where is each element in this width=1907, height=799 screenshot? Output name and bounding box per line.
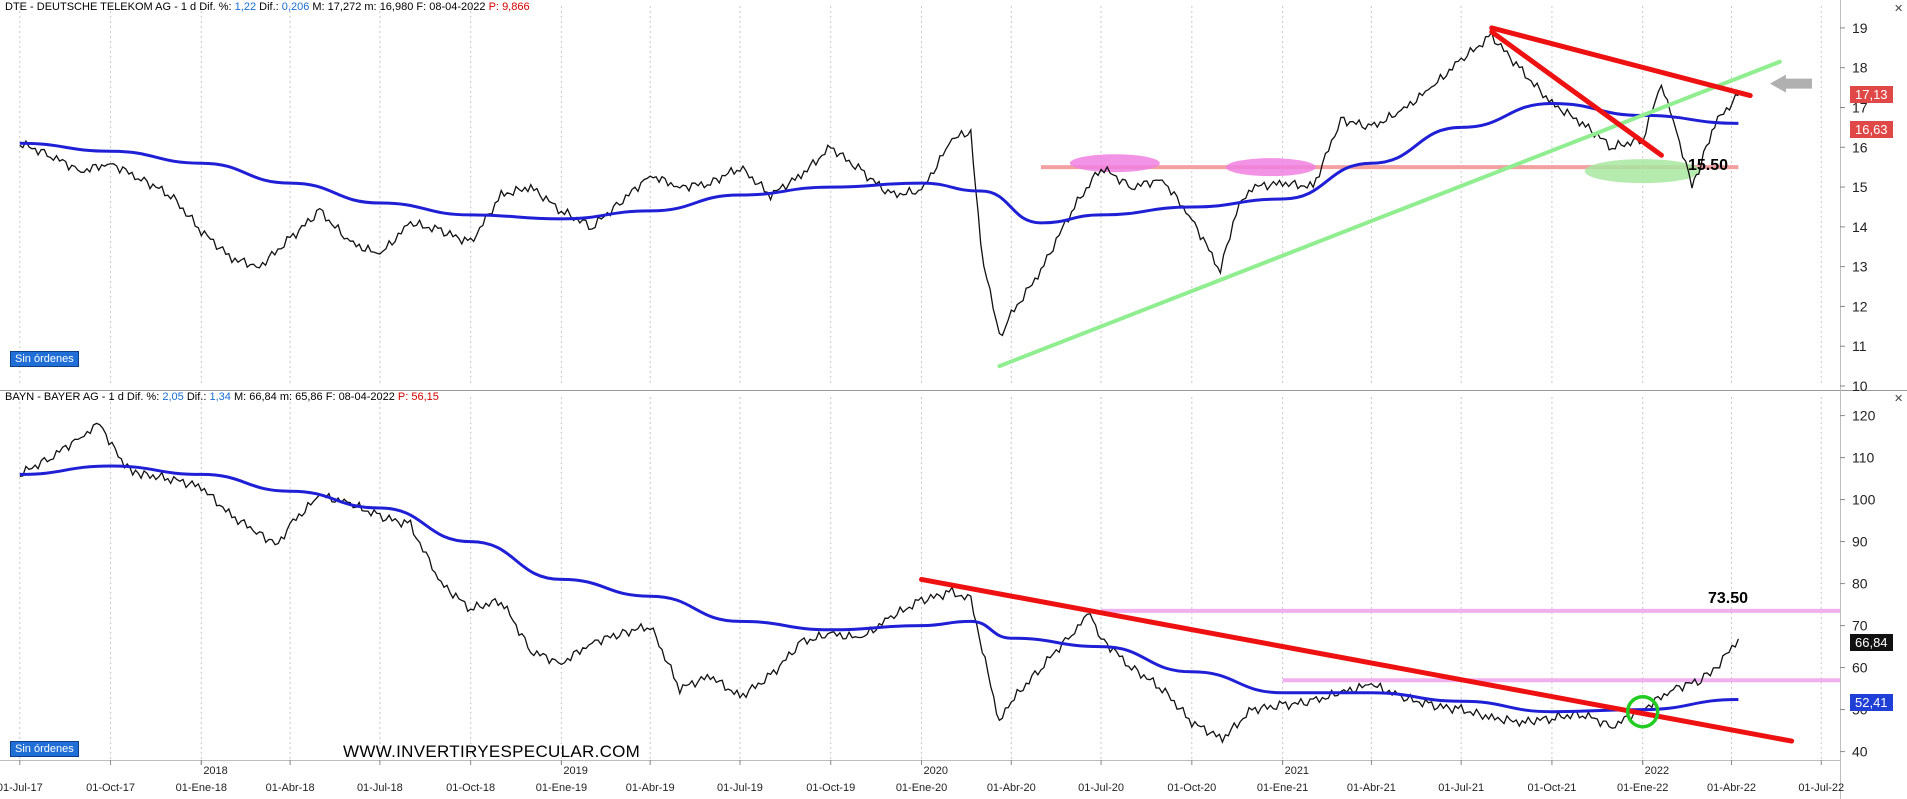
panel-2-orders-badge[interactable]: Sin órdenes xyxy=(10,741,79,757)
time-tick-label: 01-Jul-17 xyxy=(0,782,43,794)
highlight-ellipse xyxy=(1584,159,1701,184)
panel-1-last-price-tag: 17,13 xyxy=(1850,85,1893,103)
panel-2-diff: 1,34 xyxy=(209,391,231,403)
price-tick-label: 110 xyxy=(1852,450,1875,466)
panel-1-symbol: DTE - DEUTSCHE TELEKOM AG xyxy=(5,1,172,13)
highlight-ellipse xyxy=(1069,154,1160,173)
time-tick-label: 2019 xyxy=(563,765,587,777)
panel-2-header: BAYN - BAYER AG - 1 d Dif. %: 2,05 Dif.:… xyxy=(5,391,439,403)
panel-1-header: DTE - DEUTSCHE TELEKOM AG - 1 d Dif. %: … xyxy=(5,1,530,13)
panel-2-min: 65,86 xyxy=(295,391,323,403)
panel-1-min: 16,980 xyxy=(379,1,414,13)
panel-2-average-price-tag: 52,41 xyxy=(1850,694,1893,712)
panel-2-last-price-tag: 66,84 xyxy=(1850,633,1893,651)
price-tick-label: 60 xyxy=(1852,660,1868,676)
pointer-arrow-icon xyxy=(1769,74,1812,93)
support-trend-line xyxy=(997,59,1782,369)
price-tick-label: 15 xyxy=(1852,179,1868,195)
price-tick-label: 12 xyxy=(1852,298,1868,314)
panel-1-orders-badge[interactable]: Sin órdenes xyxy=(10,351,79,367)
watermark: WWW.INVERTIRYESPECULAR.COM xyxy=(343,742,641,761)
panel-2-symbol: BAYN - BAYER AG xyxy=(5,391,99,403)
price-tick-label: 19 xyxy=(1852,20,1868,36)
panel-2-period: 1 d xyxy=(108,391,124,403)
time-tick-label: 2018 xyxy=(203,765,227,777)
panel-2-close-icon[interactable]: ✕ xyxy=(1894,393,1904,405)
price-tick-label: 16 xyxy=(1852,139,1868,155)
time-tick-label: 2022 xyxy=(1645,765,1669,777)
panel-1-max: 17,272 xyxy=(327,1,362,13)
time-tick-label: 01-Oct-21 xyxy=(1527,782,1576,794)
highlight-ellipse xyxy=(1225,158,1316,177)
panel-1-diff: 0,206 xyxy=(281,1,310,13)
time-tick-label: 01-Abr-21 xyxy=(1347,782,1396,794)
time-tick-label: 01-Jul-19 xyxy=(717,782,763,794)
time-tick-label: 01-Oct-17 xyxy=(86,782,135,794)
panel-1-level-label: 15.50 xyxy=(1688,157,1729,175)
time-tick-label: 01-Abr-20 xyxy=(987,782,1036,794)
price-series-line xyxy=(19,422,1740,744)
price-tick-label: 40 xyxy=(1852,744,1868,760)
moving-average-line xyxy=(19,102,1739,225)
panel-2-p: 56,15 xyxy=(411,391,439,403)
time-tick-label: 01-Ene-19 xyxy=(536,782,587,794)
time-tick-label: 01-Abr-22 xyxy=(1707,782,1756,794)
resistance-trend-line xyxy=(1489,29,1664,158)
time-tick-label: 2020 xyxy=(924,765,948,777)
panel-1-period: 1 d xyxy=(180,1,197,13)
panel-2-level-label: 73.50 xyxy=(1708,589,1749,607)
price-tick-label: 10 xyxy=(1852,378,1868,394)
panel-2-max: 66,84 xyxy=(249,391,277,403)
panel-1-average-price-tag: 16,63 xyxy=(1850,121,1893,139)
time-tick-label: 01-Ene-21 xyxy=(1257,782,1308,794)
time-tick-label: 01-Oct-18 xyxy=(446,782,495,794)
moving-average-line xyxy=(19,464,1739,714)
highlight-circle xyxy=(1625,694,1660,729)
price-tick-label: 100 xyxy=(1852,492,1876,508)
time-tick-label: 01-Ene-22 xyxy=(1617,782,1668,794)
panel-1-p: 9,866 xyxy=(502,1,530,13)
price-tick-label: 14 xyxy=(1852,219,1868,235)
time-tick-label: 01-Oct-20 xyxy=(1167,782,1216,794)
price-tick-label: 13 xyxy=(1852,259,1868,275)
time-tick-label: 01-Ene-20 xyxy=(896,782,947,794)
time-tick-label: 01-Oct-19 xyxy=(806,782,855,794)
price-tick-label: 17 xyxy=(1852,99,1868,115)
price-tick-label: 11 xyxy=(1852,338,1867,354)
price-series-line xyxy=(19,30,1739,337)
time-tick-label: 01-Jul-21 xyxy=(1438,782,1484,794)
panel-2-diff-pct: 2,05 xyxy=(162,391,184,403)
resistance-trend-line xyxy=(1489,25,1753,99)
time-tick-label: 01-Ene-18 xyxy=(176,782,227,794)
time-tick-label: 01-Abr-18 xyxy=(266,782,315,794)
time-tick-label: 01-Jul-18 xyxy=(357,782,403,794)
time-tick-label: 01-Jul-22 xyxy=(1798,782,1844,794)
time-tick-label: 01-Jul-20 xyxy=(1078,782,1124,794)
panel-1-diff-pct: 1,22 xyxy=(234,1,257,13)
price-tick-label: 90 xyxy=(1852,534,1868,550)
panel-1-close-icon[interactable]: ✕ xyxy=(1894,3,1904,15)
price-tick-label: 120 xyxy=(1852,408,1876,424)
panel-1-date: 08-04-2022 xyxy=(429,1,486,13)
price-tick-label: 18 xyxy=(1852,60,1868,76)
time-tick-label: 2021 xyxy=(1285,765,1309,777)
time-tick-label: 01-Abr-19 xyxy=(626,782,675,794)
price-tick-label: 80 xyxy=(1852,576,1868,592)
price-tick-label: 70 xyxy=(1852,618,1868,634)
panel-2-date: 08-04-2022 xyxy=(338,391,395,403)
resistance-trend-line xyxy=(919,576,1795,744)
